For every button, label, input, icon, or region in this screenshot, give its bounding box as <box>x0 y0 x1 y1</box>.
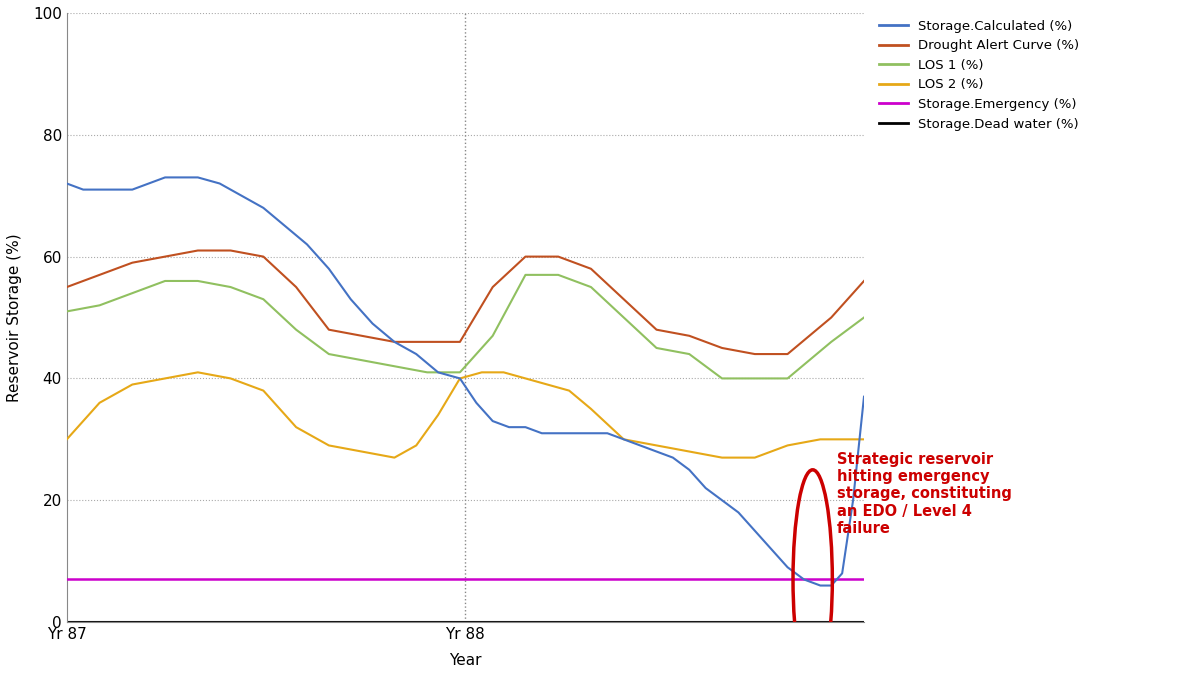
Legend: Storage.Calculated (%), Drought Alert Curve (%), LOS 1 (%), LOS 2 (%), Storage.E: Storage.Calculated (%), Drought Alert Cu… <box>878 20 1079 130</box>
Y-axis label: Reservoir Storage (%): Reservoir Storage (%) <box>7 233 22 402</box>
X-axis label: Year: Year <box>449 653 481 668</box>
Text: Strategic reservoir
hitting emergency
storage, constituting
an EDO / Level 4
fai: Strategic reservoir hitting emergency st… <box>836 452 1012 536</box>
